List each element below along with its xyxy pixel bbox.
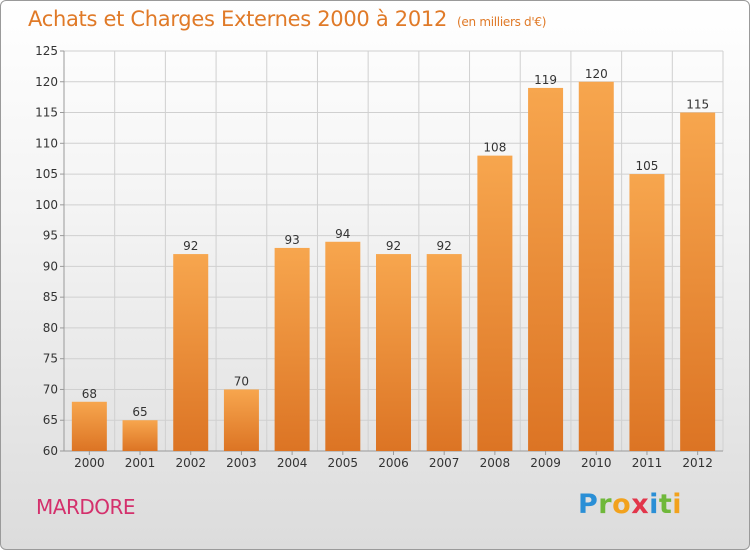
- x-tick-label: 2012: [682, 456, 713, 470]
- bar-value-label: 115: [686, 98, 709, 112]
- bar-2001: [122, 420, 158, 451]
- x-tick-label: 2009: [530, 456, 561, 470]
- chart-title-text: Achats et Charges Externes 2000 à 2012: [28, 7, 448, 31]
- y-tick-label: 120: [35, 75, 58, 89]
- bar-2010: [578, 81, 614, 452]
- y-tick-label: 60: [43, 444, 58, 458]
- y-tick-label: 70: [43, 382, 58, 396]
- y-tick-label: 95: [43, 229, 58, 243]
- labels: 60 65 70 75 80 85 90 95 100 105 110 115 120 125 68 2000…: [35, 44, 713, 470]
- logo-letter: t: [658, 489, 673, 520]
- bar-value-label: 92: [437, 239, 452, 253]
- proxiti-logo[interactable]: Proxiti: [578, 489, 682, 520]
- bar-value-label: 92: [183, 239, 198, 253]
- bar-2007: [426, 254, 462, 451]
- x-tick-label: 2000: [74, 456, 105, 470]
- bar-2012: [680, 112, 716, 452]
- x-tick-label: 2005: [328, 456, 359, 470]
- y-tick-label: 125: [35, 44, 58, 58]
- chart-unit: (en milliers d'€): [457, 15, 547, 29]
- bars: [71, 81, 716, 452]
- bar-2005: [325, 241, 361, 451]
- logo-letter: i: [649, 489, 659, 520]
- logo-letter: o: [612, 489, 632, 520]
- bar-value-label: 68: [82, 387, 97, 401]
- y-tick-label: 85: [43, 290, 58, 304]
- bar-2006: [376, 254, 411, 451]
- x-tick-label: 2006: [378, 456, 409, 470]
- x-tick-label: 2004: [277, 456, 308, 470]
- town-name: MARDORE: [36, 495, 136, 519]
- y-tick-label: 110: [35, 136, 58, 150]
- bar-2004: [274, 247, 310, 451]
- y-tick-label: 105: [35, 167, 58, 181]
- chart-title: Achats et Charges Externes 2000 à 2012 (e…: [28, 7, 546, 31]
- logo-letter: P: [578, 489, 599, 520]
- y-tick-label: 90: [43, 259, 58, 273]
- y-tick-label: 80: [43, 321, 58, 335]
- bar-value-label: 119: [534, 73, 557, 87]
- bar-2002: [173, 254, 209, 451]
- x-tick-label: 2011: [632, 456, 663, 470]
- bar-2011: [629, 174, 665, 452]
- y-tick-label: 115: [35, 106, 58, 120]
- x-tick-label: 2010: [581, 456, 612, 470]
- y-tick-label: 75: [43, 352, 58, 366]
- x-tick-label: 2002: [175, 456, 206, 470]
- bar-value-label: 94: [335, 227, 350, 241]
- logo-letter: x: [631, 489, 650, 520]
- bar-value-label: 65: [132, 405, 147, 419]
- bar-value-label: 105: [636, 159, 659, 173]
- bar-value-label: 120: [585, 67, 608, 81]
- logo-letter: i: [672, 489, 683, 520]
- bar-2008: [477, 155, 513, 451]
- bar-value-label: 108: [483, 141, 506, 155]
- bar-2000: [71, 401, 107, 451]
- bar-value-label: 93: [284, 233, 299, 247]
- x-tick-label: 2007: [429, 456, 460, 470]
- y-tick-label: 100: [35, 198, 58, 212]
- bar-2003: [223, 389, 259, 451]
- x-tick-label: 2003: [226, 456, 257, 470]
- bar-value-label: 92: [386, 239, 401, 253]
- bar-value-label: 70: [234, 374, 249, 388]
- x-tick-label: 2008: [480, 456, 511, 470]
- logo-letter: r: [598, 489, 613, 520]
- bar-2009: [528, 87, 564, 451]
- x-tick-label: 2001: [125, 456, 156, 470]
- y-tick-label: 65: [43, 413, 58, 427]
